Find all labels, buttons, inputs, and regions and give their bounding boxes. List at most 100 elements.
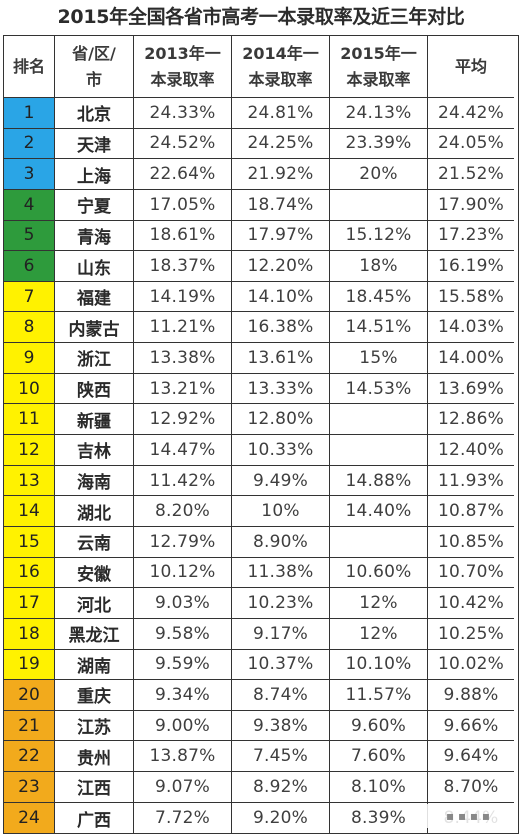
province-cell: 陕西 bbox=[55, 373, 134, 405]
average-cell: 24.42% bbox=[428, 98, 514, 129]
rate-2014-cell: 12.80% bbox=[232, 404, 330, 436]
rate-2014-cell: 16.38% bbox=[232, 312, 330, 344]
watermark-overlay: ▪ ▪ ▪ ▪ bbox=[418, 804, 518, 828]
rank-cell: 5 bbox=[4, 220, 55, 252]
rate-2013-cell: 12.92% bbox=[134, 404, 232, 436]
average-cell: 8.70% bbox=[428, 772, 514, 803]
province-cell: 重庆 bbox=[55, 680, 134, 711]
rank-cell: 4 bbox=[4, 189, 55, 221]
rate-2013-cell: 13.87% bbox=[134, 741, 232, 773]
average-cell: 14.00% bbox=[428, 343, 514, 374]
rank-cell: 11 bbox=[4, 404, 55, 436]
header-rank: 排名 bbox=[4, 36, 55, 98]
rate-2014-cell: 9.38% bbox=[232, 710, 330, 742]
rank-cell: 17 bbox=[4, 588, 55, 619]
province-cell: 浙江 bbox=[55, 343, 134, 374]
rate-2013-cell: 18.37% bbox=[134, 251, 232, 282]
rate-2014-cell: 10.37% bbox=[232, 649, 330, 681]
rank-cell: 19 bbox=[4, 649, 55, 681]
average-cell: 17.90% bbox=[428, 190, 514, 221]
rank-cell: 20 bbox=[4, 680, 55, 711]
rate-2014-cell: 18.74% bbox=[232, 189, 330, 221]
rate-2015-cell: 24.13% bbox=[330, 98, 428, 129]
average-cell: 13.69% bbox=[428, 374, 514, 405]
rate-2013-cell: 24.52% bbox=[134, 128, 232, 160]
rate-2014-cell: 8.74% bbox=[232, 680, 330, 711]
rate-2013-cell: 9.34% bbox=[134, 680, 232, 711]
rank-cell: 22 bbox=[4, 741, 55, 773]
rate-2013-cell: 7.72% bbox=[134, 802, 232, 834]
rate-2014-cell: 9.17% bbox=[232, 618, 330, 650]
rate-2014-cell: 24.81% bbox=[232, 98, 330, 129]
average-cell: 9.64% bbox=[428, 741, 514, 773]
average-cell: 10.02% bbox=[428, 650, 514, 681]
rate-2015-cell bbox=[330, 435, 428, 466]
admission-rate-table: 排名 省/区/市 2013年一 本录取率 2014年一 本录取率 2015年一 本录取率 平均 1… bbox=[3, 35, 519, 834]
rate-2013-cell: 17.05% bbox=[134, 189, 232, 221]
province-cell: 广西 bbox=[55, 802, 134, 834]
header-text-line: 排名 bbox=[12, 56, 45, 76]
rate-2015-cell bbox=[330, 526, 428, 558]
rate-2013-cell: 9.00% bbox=[134, 710, 232, 742]
rate-2014-cell: 13.33% bbox=[232, 373, 330, 405]
rate-2015-cell: 8.39% bbox=[330, 802, 428, 834]
rate-2015-cell: 14.88% bbox=[330, 465, 428, 497]
header-2014: 2014年一 本录取率 bbox=[232, 36, 330, 98]
rate-2013-cell: 18.61% bbox=[134, 220, 232, 252]
average-cell: 24.05% bbox=[428, 129, 514, 160]
rate-2015-cell: 12% bbox=[330, 618, 428, 650]
rate-2013-cell: 14.47% bbox=[134, 435, 232, 466]
province-cell: 云南 bbox=[55, 526, 134, 558]
header-2015: 2015年一 本录取率 bbox=[330, 36, 428, 98]
rate-2015-cell: 20% bbox=[330, 159, 428, 190]
rate-2015-cell: 10.10% bbox=[330, 649, 428, 681]
rate-2014-cell: 12.20% bbox=[232, 251, 330, 282]
province-cell: 福建 bbox=[55, 281, 134, 313]
rate-2015-cell: 23.39% bbox=[330, 128, 428, 160]
average-cell: 10.42% bbox=[428, 588, 514, 619]
rank-cell: 8 bbox=[4, 312, 55, 344]
header-text-line: 本录取率 bbox=[248, 69, 313, 89]
header-text-line: 本录取率 bbox=[346, 69, 411, 89]
average-cell: 21.52% bbox=[428, 159, 514, 190]
rate-2013-cell: 22.64% bbox=[134, 159, 232, 190]
rate-2013-cell: 13.38% bbox=[134, 343, 232, 374]
header-text-line: 市 bbox=[85, 69, 102, 89]
rate-2013-cell: 14.19% bbox=[134, 281, 232, 313]
rate-2015-cell: 10.60% bbox=[330, 557, 428, 589]
rank-cell: 2 bbox=[4, 128, 55, 160]
rate-2015-cell: 14.51% bbox=[330, 312, 428, 344]
rate-2015-cell: 9.60% bbox=[330, 710, 428, 742]
header-province: 省/区/市 bbox=[55, 36, 134, 98]
province-cell: 江苏 bbox=[55, 710, 134, 742]
average-cell: 16.19% bbox=[428, 251, 514, 282]
province-cell: 贵州 bbox=[55, 741, 134, 773]
rate-2014-cell: 10% bbox=[232, 496, 330, 527]
province-cell: 青海 bbox=[55, 220, 134, 252]
rate-2015-cell: 12% bbox=[330, 588, 428, 619]
rate-2013-cell: 13.21% bbox=[134, 373, 232, 405]
rate-2014-cell: 10.33% bbox=[232, 435, 330, 466]
header-text-line: 2013年一 bbox=[144, 43, 221, 63]
rank-cell: 7 bbox=[4, 281, 55, 313]
rank-cell: 21 bbox=[4, 710, 55, 742]
rank-cell: 15 bbox=[4, 526, 55, 558]
province-cell: 上海 bbox=[55, 159, 134, 190]
rate-2013-cell: 9.59% bbox=[134, 649, 232, 681]
average-cell: 9.88% bbox=[428, 680, 514, 711]
rank-cell: 23 bbox=[4, 772, 55, 803]
rate-2014-cell: 7.45% bbox=[232, 741, 330, 773]
rank-cell: 10 bbox=[4, 373, 55, 405]
rank-cell: 14 bbox=[4, 496, 55, 527]
rank-cell: 6 bbox=[4, 251, 55, 282]
rate-2014-cell: 13.61% bbox=[232, 343, 330, 374]
rate-2015-cell bbox=[330, 189, 428, 221]
province-cell: 新疆 bbox=[55, 404, 134, 436]
rank-cell: 12 bbox=[4, 435, 55, 466]
rate-2015-cell: 15.12% bbox=[330, 220, 428, 252]
rate-2014-cell: 11.38% bbox=[232, 557, 330, 589]
rate-2014-cell: 21.92% bbox=[232, 159, 330, 190]
province-cell: 北京 bbox=[55, 98, 134, 129]
rate-2015-cell: 14.53% bbox=[330, 373, 428, 405]
average-cell: 11.93% bbox=[428, 466, 514, 497]
